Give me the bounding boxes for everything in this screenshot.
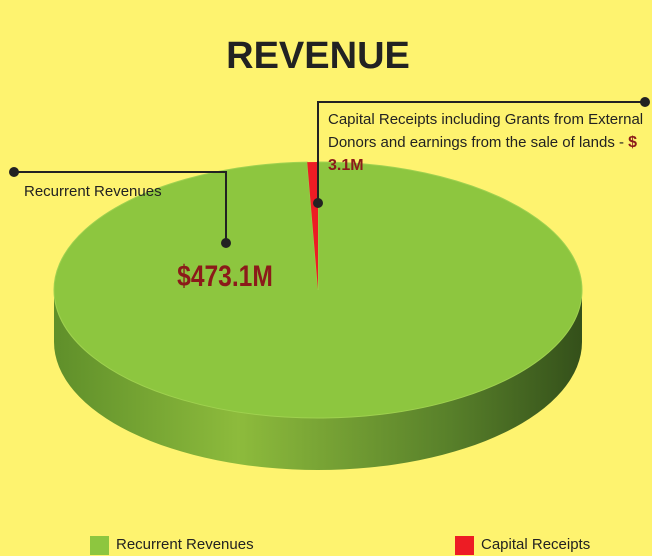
pie-slice bbox=[307, 162, 318, 290]
callout-line bbox=[14, 171, 227, 243]
legend-swatch bbox=[90, 536, 109, 555]
pie-slice bbox=[53, 161, 583, 419]
callout-dot bbox=[9, 167, 19, 177]
value-label: $ 3.1M bbox=[328, 134, 638, 174]
callouts: Recurrent Revenues $473.1M bbox=[9, 97, 650, 292]
pie-side bbox=[54, 290, 582, 470]
value-label: $473.1M bbox=[177, 259, 273, 293]
callout-label: Recurrent Revenues bbox=[24, 183, 162, 200]
callout-dot bbox=[221, 238, 231, 248]
legend-label: Recurrent Revenues bbox=[116, 536, 254, 553]
annotation: Capital Receipts including Grants from E… bbox=[328, 111, 644, 151]
chart-title: REVENUE bbox=[226, 35, 410, 77]
pie bbox=[53, 161, 583, 470]
callout-dot bbox=[313, 198, 323, 208]
legend: Recurrent Revenues Capital Receipts bbox=[90, 536, 590, 555]
legend-swatch bbox=[455, 536, 474, 555]
callout-line bbox=[317, 101, 645, 203]
callout-note: Capital Receipts including Grants from E… bbox=[328, 108, 648, 177]
callout-dot bbox=[640, 97, 650, 107]
legend-label: Capital Receipts bbox=[481, 536, 590, 553]
